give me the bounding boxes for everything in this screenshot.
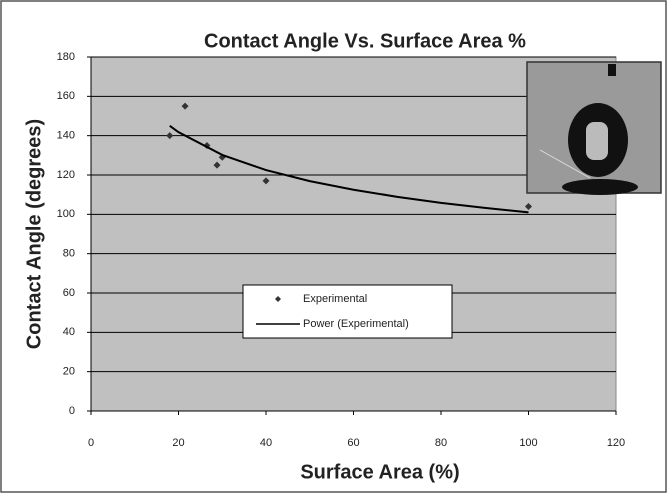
y-tick-label: 60 [63, 287, 75, 299]
data-point [181, 102, 189, 110]
x-tick-label: 0 [88, 437, 94, 449]
legend-marker [275, 296, 281, 302]
data-point [262, 177, 270, 185]
y-tick-label: 20 [63, 366, 75, 378]
inset-reflection [539, 149, 591, 179]
y-axis-title: Contact Angle (degrees) [23, 119, 45, 349]
inset-base [562, 179, 638, 195]
legend-box [242, 284, 453, 339]
x-tick-label: 120 [607, 437, 625, 449]
x-tick-label: 60 [347, 437, 359, 449]
x-tick-label: 100 [519, 437, 537, 449]
legend-label: Experimental [303, 293, 367, 305]
y-tick-label: 120 [57, 169, 75, 181]
data-point [166, 132, 174, 140]
y-tick-label: 100 [57, 208, 75, 220]
data-point [525, 202, 532, 210]
y-tick-label: 160 [57, 90, 75, 102]
inset-highlight [586, 122, 608, 160]
data-point [213, 161, 221, 169]
x-tick-label: 20 [172, 437, 184, 449]
y-tick-label: 0 [69, 405, 75, 417]
x-axis-title: Surface Area (%) [300, 461, 459, 483]
chart-title: Contact Angle Vs. Surface Area % [204, 30, 526, 52]
trend-line [169, 125, 529, 214]
inset-needle [608, 64, 616, 76]
y-tick-label: 40 [63, 326, 75, 338]
y-tick-label: 80 [63, 248, 75, 260]
x-tick-label: 80 [435, 437, 447, 449]
legend-label: Power (Experimental) [303, 318, 409, 330]
inset-photo [526, 61, 662, 195]
y-tick-label: 140 [57, 130, 75, 142]
y-tick-label: 180 [57, 51, 75, 63]
x-tick-label: 40 [260, 437, 272, 449]
